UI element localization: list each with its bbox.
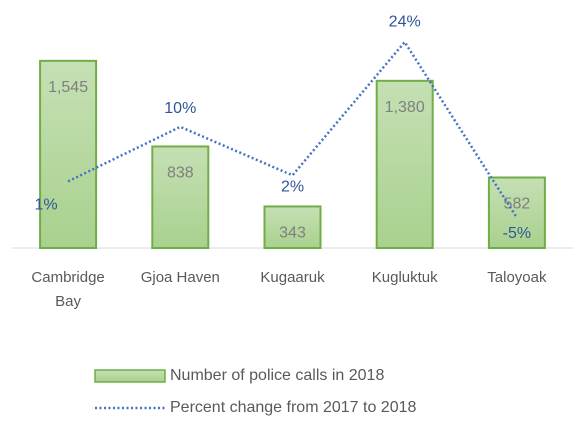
line-value-label: 10% bbox=[164, 100, 196, 117]
line-value-label: 24% bbox=[389, 13, 421, 30]
line-value-label: 1% bbox=[35, 197, 58, 214]
bar bbox=[263, 205, 322, 249]
x-tick-label: Gjoa Haven bbox=[140, 269, 220, 286]
legend-label: Percent change from 2017 to 2018 bbox=[170, 399, 416, 416]
legend-swatch bbox=[94, 369, 166, 383]
line-value-label: -5% bbox=[503, 225, 531, 242]
line bbox=[67, 39, 518, 219]
legend-label: Number of police calls in 2018 bbox=[170, 367, 384, 384]
bar-value-label: 838 bbox=[167, 165, 194, 182]
bar-value-label: 1,545 bbox=[48, 79, 88, 96]
bar bbox=[151, 145, 210, 249]
x-tick-label: Cambridge Bay bbox=[31, 269, 105, 310]
bar-value-label: 1,380 bbox=[385, 99, 425, 116]
x-tick-label: Kugluktuk bbox=[371, 269, 438, 286]
bar bbox=[39, 59, 98, 249]
bar bbox=[487, 176, 546, 249]
bar bbox=[375, 79, 434, 249]
line-value-label: 2% bbox=[281, 179, 304, 196]
x-tick-label: Taloyoak bbox=[487, 269, 547, 286]
bar-value-label: 343 bbox=[279, 225, 306, 242]
x-tick-label: Kugaaruk bbox=[260, 269, 325, 286]
